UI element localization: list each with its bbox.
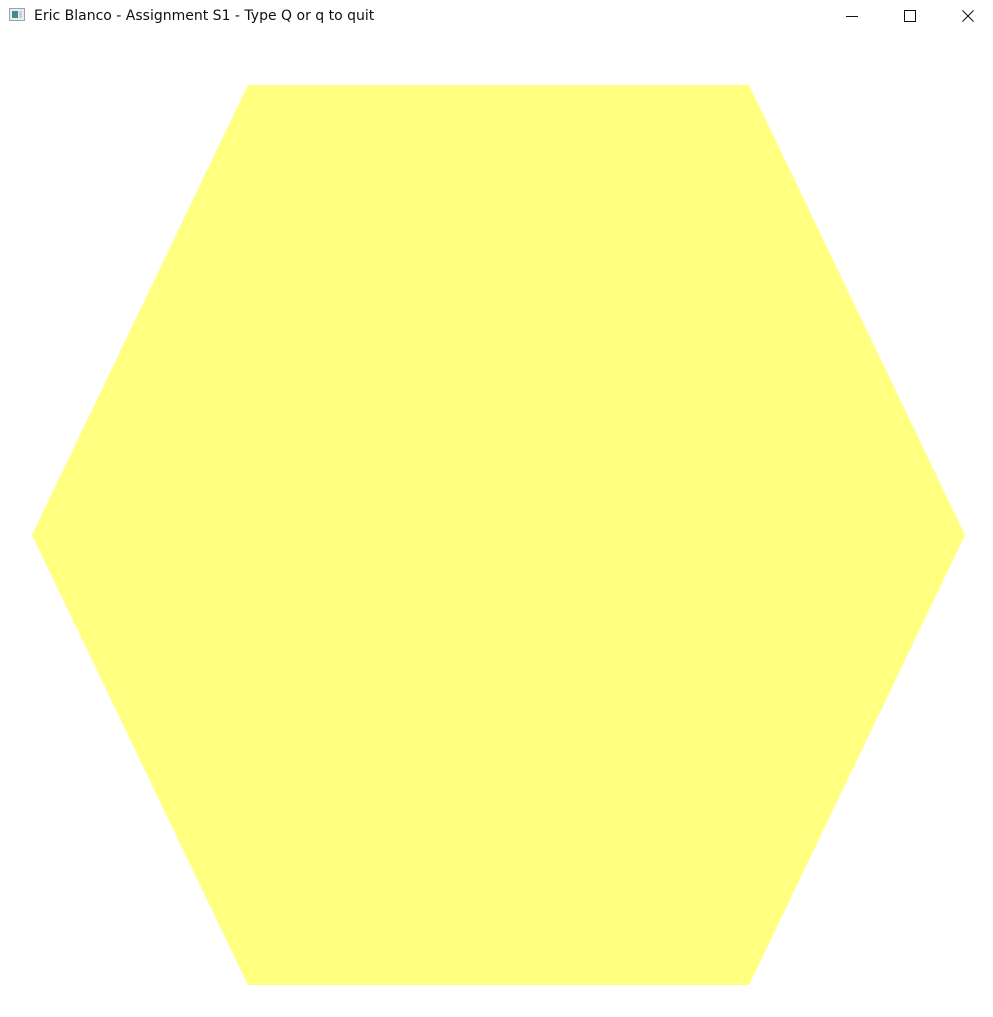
minimize-icon [846,16,858,17]
app-window-icon[interactable] [9,8,25,21]
render-canvas[interactable] [0,32,993,1017]
scene-svg [32,85,965,985]
title-bar[interactable]: Eric Blanco - Assignment S1 - Type Q or … [0,0,993,32]
maximize-icon [904,10,916,22]
maximize-button[interactable] [887,0,933,32]
minimize-button[interactable] [829,0,875,32]
hexagon-shape [32,85,965,985]
close-button[interactable] [945,0,991,32]
window-title: Eric Blanco - Assignment S1 - Type Q or … [34,8,375,24]
close-icon [962,10,974,22]
